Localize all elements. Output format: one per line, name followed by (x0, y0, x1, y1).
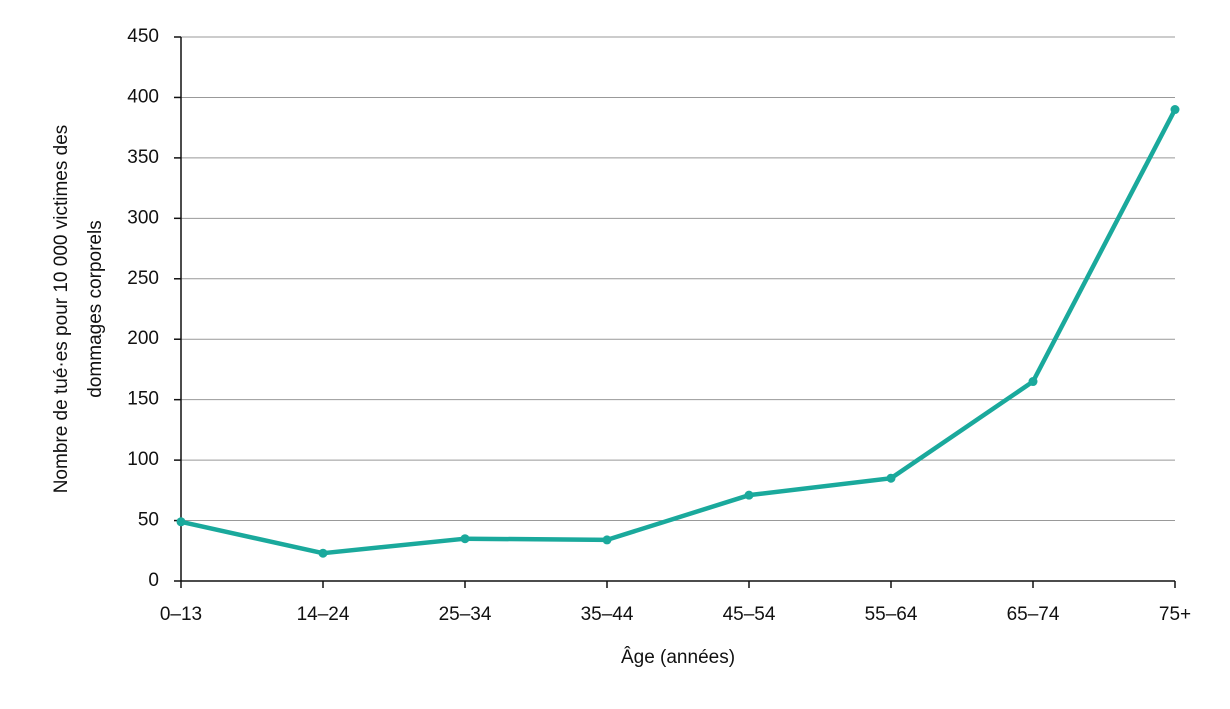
y-tick-label: 350 (127, 147, 159, 168)
data-point (744, 490, 754, 500)
y-tick-label: 300 (127, 207, 159, 228)
data-point (318, 548, 328, 558)
x-tick-label: 25–34 (439, 604, 492, 625)
data-point (460, 534, 470, 544)
y-tick-label: 400 (127, 86, 159, 107)
data-point (1170, 105, 1180, 115)
y-axis-label: Nombre de tué·es pour 10 000 victimes de… (51, 125, 72, 494)
x-tick-label: 75+ (1159, 604, 1191, 625)
y-tick-label: 200 (127, 328, 159, 349)
x-tick-label: 35–44 (581, 604, 634, 625)
data-point (176, 517, 186, 527)
y-axis-label-group: Nombre de tué·es pour 10 000 victimes de… (51, 125, 106, 494)
x-tick-label: 0–13 (160, 604, 202, 625)
x-tick-label: 45–54 (723, 604, 776, 625)
data-point (886, 473, 896, 483)
data-point (1028, 377, 1038, 387)
y-tick-label: 150 (127, 389, 159, 410)
y-axis-label: dommages corporels (85, 220, 106, 397)
y-tick-label: 250 (127, 268, 159, 289)
x-tick-label: 55–64 (865, 604, 918, 625)
y-tick-label: 450 (127, 26, 159, 47)
x-tick-label: 65–74 (1007, 604, 1060, 625)
data-line (180, 108, 1177, 556)
y-tick-label: 0 (148, 570, 159, 591)
data-point (602, 535, 612, 545)
y-tick-label: 100 (127, 449, 159, 470)
x-tick-label: 14–24 (297, 604, 350, 625)
y-tick-label: 50 (138, 510, 159, 531)
x-axis-label: Âge (années) (621, 646, 735, 668)
